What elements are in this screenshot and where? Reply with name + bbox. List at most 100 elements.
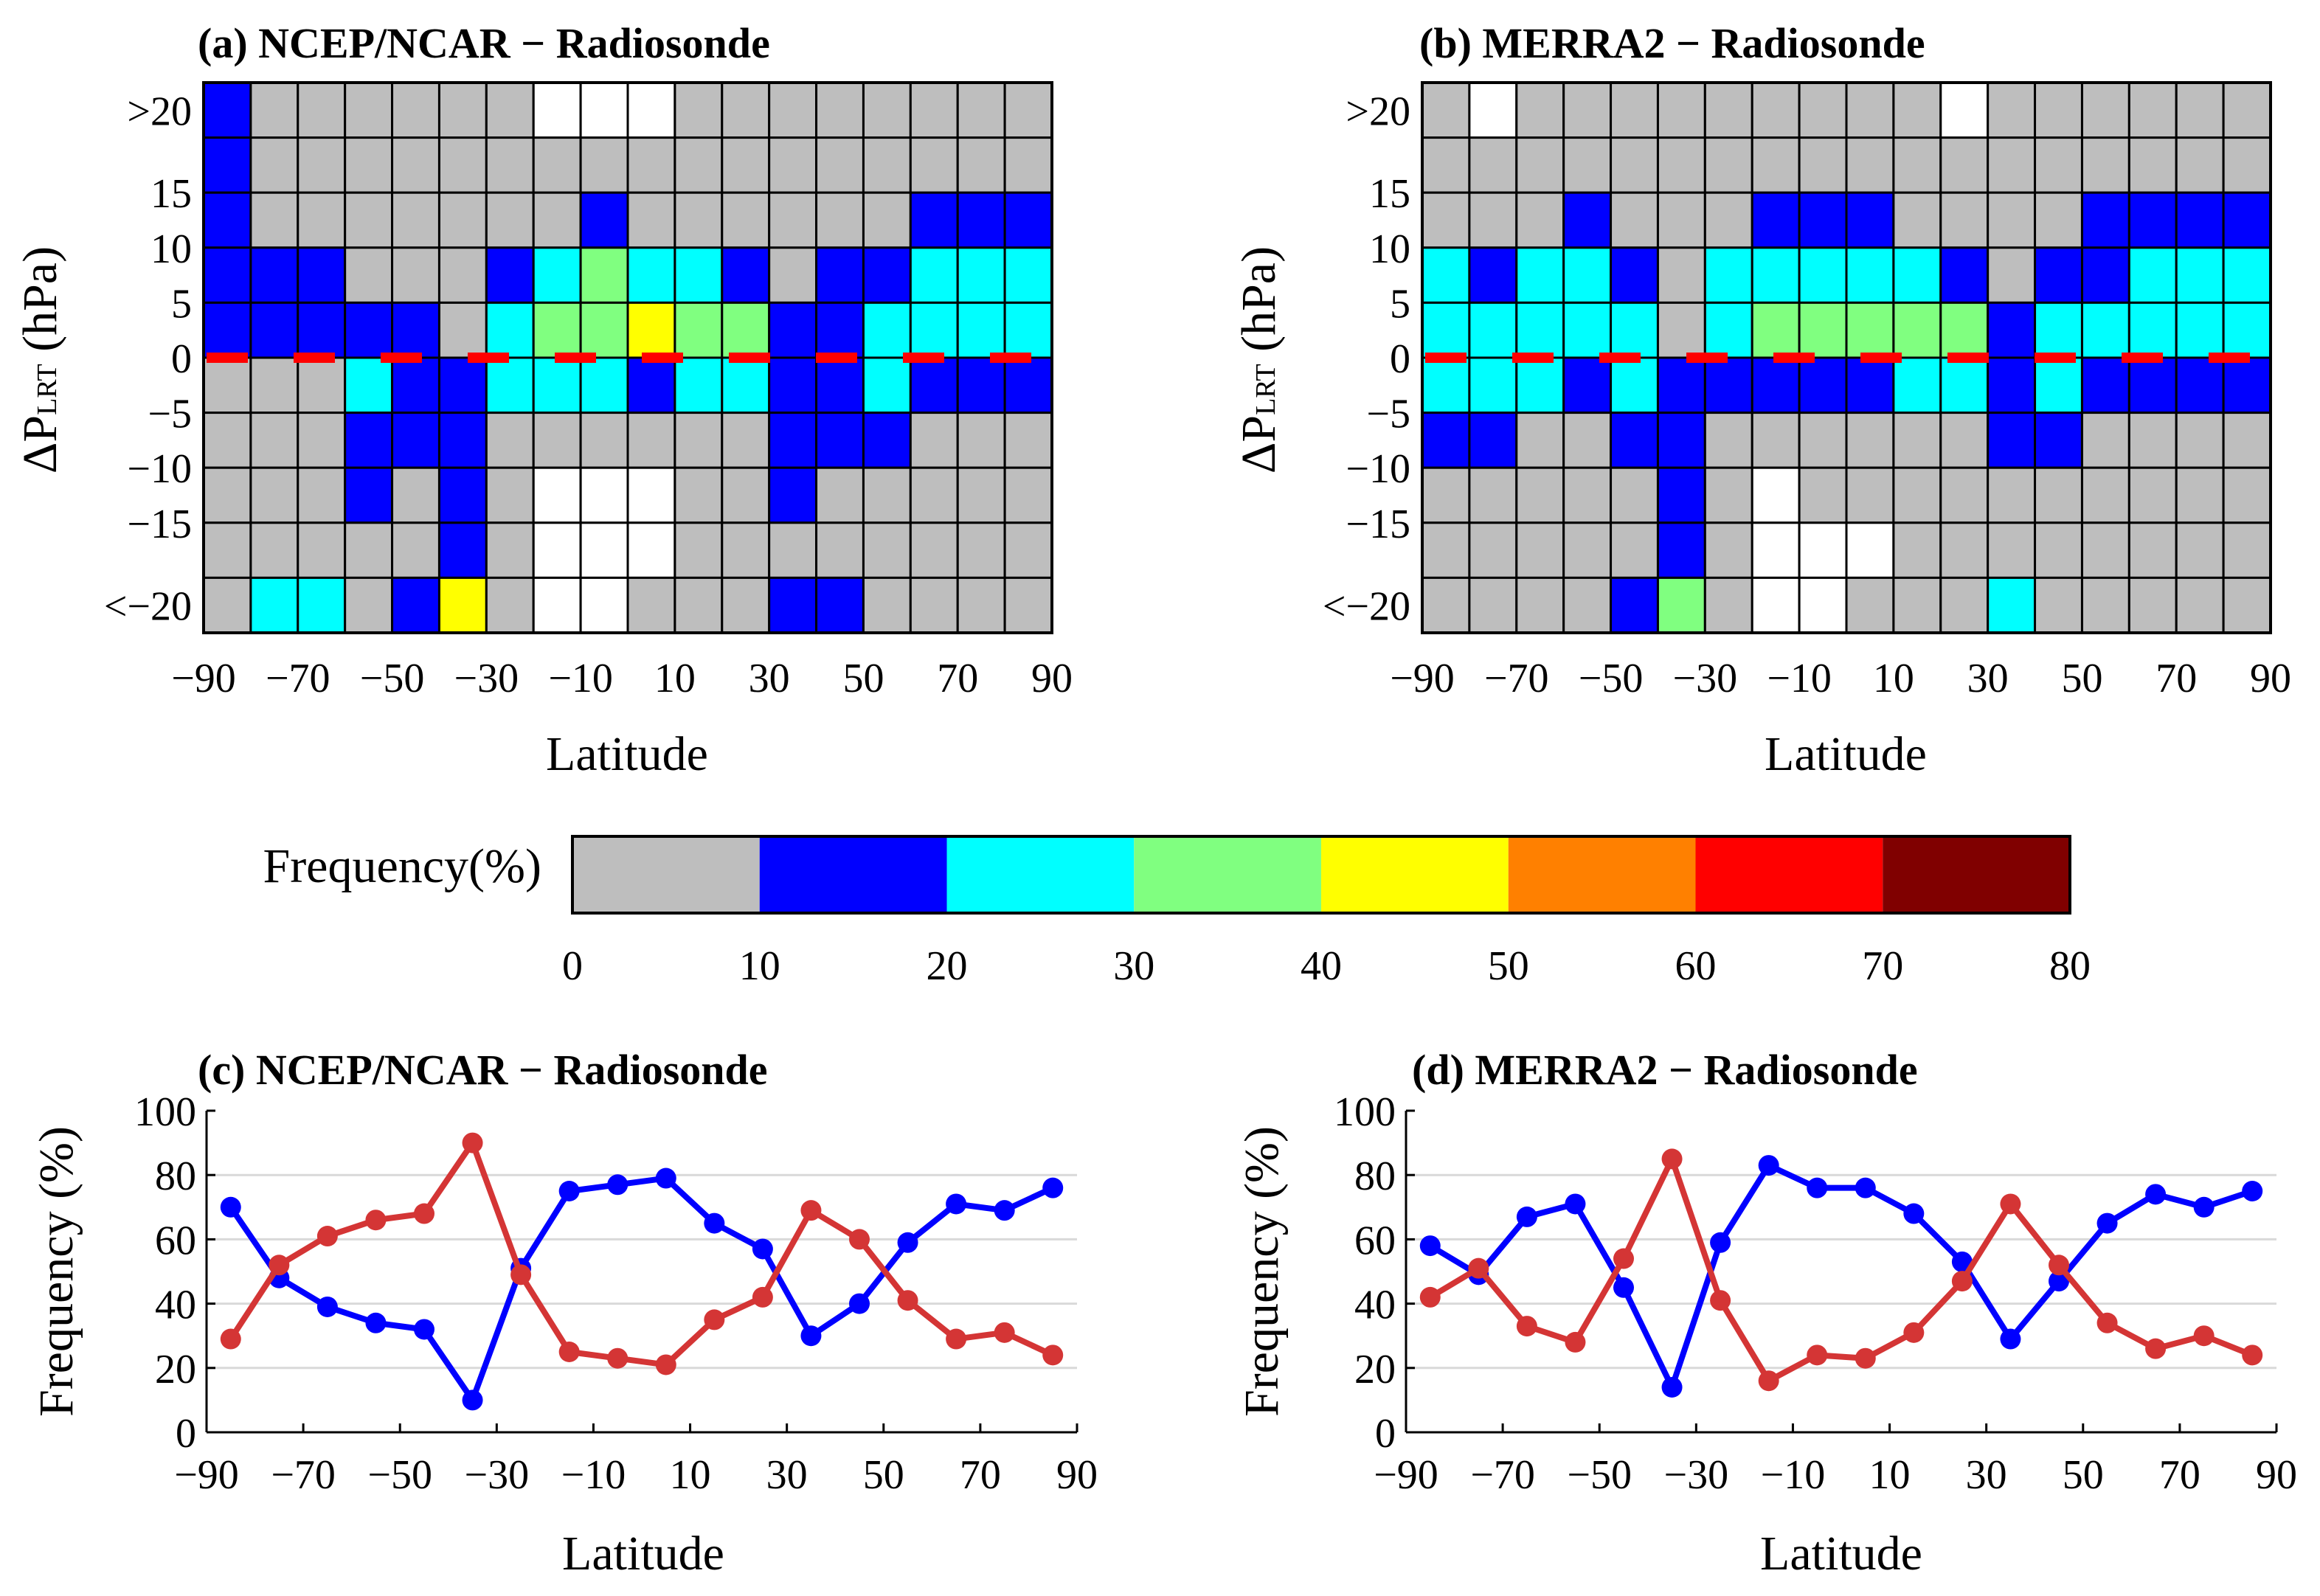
panel-b-cell (1751, 301, 1801, 359)
panel-b-cell (1892, 576, 1942, 634)
panel-b-cell (1892, 81, 1942, 139)
panel-a-cell (626, 521, 676, 579)
panel-b-cell (1515, 136, 1565, 194)
panel-c-series-1-point (510, 1264, 532, 1286)
panel-a-cell (202, 412, 252, 469)
panel-b-cell (1751, 191, 1801, 249)
panel-b-cell (1468, 191, 1518, 249)
panel-c-line-chart: (c) NCEP/NCAR − Radiosonde 0 20 40 60 80 100 −… (30, 1046, 1098, 1581)
panel-b-cell (1656, 412, 1706, 469)
panel-a-cell (249, 412, 299, 469)
panel-a-cell (249, 136, 299, 194)
panel-d-x-tick: 70 (2159, 1452, 2200, 1498)
panel-d-series-0-point (2242, 1181, 2263, 1201)
panel-a-cell (909, 576, 959, 634)
colorbar-ticks: 0 10 20 30 40 50 60 70 80 (562, 943, 2091, 989)
panel-a-cell (344, 521, 394, 579)
panel-b-x-tick: −70 (1484, 656, 1549, 701)
panel-b-cell (1515, 466, 1565, 524)
panel-b-cell (1468, 136, 1518, 194)
panel-b-cell (1562, 521, 1613, 579)
panel-b-cell (1562, 412, 1613, 469)
panel-b-cell (1468, 81, 1518, 139)
panel-b-cell (1610, 356, 1659, 414)
panel-b-cell (1656, 136, 1706, 194)
panel-a-ylabel-main: ΔP (13, 415, 67, 473)
panel-d-xlabel: Latitude (1760, 1527, 1922, 1581)
panel-b-y-ticks: >20 15 10 5 0 −5 −10 −15 <−20 (1323, 89, 1410, 629)
panel-a-cell (437, 136, 488, 194)
panel-c-series-1-point (994, 1322, 1015, 1343)
panel-b-x-tick: 50 (2061, 656, 2102, 701)
panel-b-cell (1987, 356, 2037, 414)
panel-c-series-0-point (558, 1181, 580, 1201)
panel-a-cell (815, 301, 865, 359)
panel-b-cell (2127, 81, 2178, 139)
panel-b-cell (2080, 412, 2130, 469)
panel-a-cell (249, 191, 299, 249)
panel-b-cell (1703, 246, 1753, 304)
panel-a-cell (909, 412, 959, 469)
panel-a-x-tick: 50 (842, 656, 884, 701)
panel-b-cell (2034, 521, 2083, 579)
panel-a-cell (579, 246, 629, 304)
panel-d-series-0-point (1419, 1235, 1441, 1257)
panel-a-x-tick: −50 (360, 656, 425, 701)
panel-d-series-0-point (1758, 1155, 1779, 1176)
panel-a-cell (297, 246, 347, 304)
panel-b-cell (2034, 191, 2083, 249)
panel-a-cell (344, 466, 394, 524)
panel-a-cell (626, 412, 676, 469)
panel-d-series-1-point (2096, 1312, 2118, 1333)
panel-b-cell (1892, 412, 1942, 469)
panel-a-cell (862, 81, 912, 139)
panel-b-cell (2175, 356, 2225, 414)
panel-b-cell (1610, 466, 1659, 524)
panel-b-cell (2034, 81, 2083, 139)
panel-b-cell (2222, 466, 2272, 524)
panel-b-cell (1562, 356, 1613, 414)
panel-a-cell (249, 81, 299, 139)
panel-b-cell (1798, 301, 1848, 359)
panel-a-cell (626, 301, 676, 359)
panel-a-cell (437, 301, 488, 359)
panel-d-series-1-point (1419, 1286, 1441, 1308)
panel-d-series-1-point (1565, 1331, 1586, 1353)
panel-a-cell (956, 466, 1006, 524)
panel-b-cell (1751, 466, 1801, 524)
panel-b-cell (1421, 136, 1471, 194)
colorbar-tick: 70 (1862, 943, 1903, 989)
panel-b-cell (1703, 301, 1753, 359)
panel-c-series-1-point (849, 1229, 870, 1250)
panel-b-cell (1656, 246, 1706, 304)
panel-a-cell (532, 301, 582, 359)
panel-a-cell (721, 521, 771, 579)
panel-b-cell (2175, 466, 2225, 524)
panel-b-cell (2127, 412, 2178, 469)
panel-a-cell (391, 412, 440, 469)
panel-b-cell (1515, 521, 1565, 579)
colorbar-swatch (759, 836, 947, 913)
panel-b-cell (1798, 576, 1848, 634)
panel-b-cell (1703, 81, 1753, 139)
panel-a-cell (768, 412, 818, 469)
panel-d-series-1-point (1855, 1347, 1876, 1369)
panel-b-y-tick: <−20 (1323, 584, 1410, 630)
panel-b-cell (2080, 246, 2130, 304)
panel-b-cell (1656, 301, 1706, 359)
panel-d-y-tick: 80 (1354, 1153, 1396, 1199)
panel-b-cell (1515, 356, 1565, 414)
panel-b-cell (1751, 81, 1801, 139)
panel-b-cell (2127, 136, 2178, 194)
panel-b-y-tick: 0 (1390, 336, 1410, 382)
panel-c-x-tick: −30 (465, 1452, 530, 1498)
panel-d-series-1-point (1661, 1148, 1683, 1170)
panel-b-cell (1421, 191, 1471, 249)
panel-a-cell (909, 356, 959, 414)
panel-a-cell (297, 81, 347, 139)
panel-b-cell (1562, 246, 1613, 304)
panel-b-cell (2127, 576, 2178, 634)
panel-b-cell (1751, 246, 1801, 304)
panel-d-ylabel: Frequency (%) (1235, 1126, 1289, 1417)
panel-d-series-0-point (1903, 1203, 1925, 1224)
